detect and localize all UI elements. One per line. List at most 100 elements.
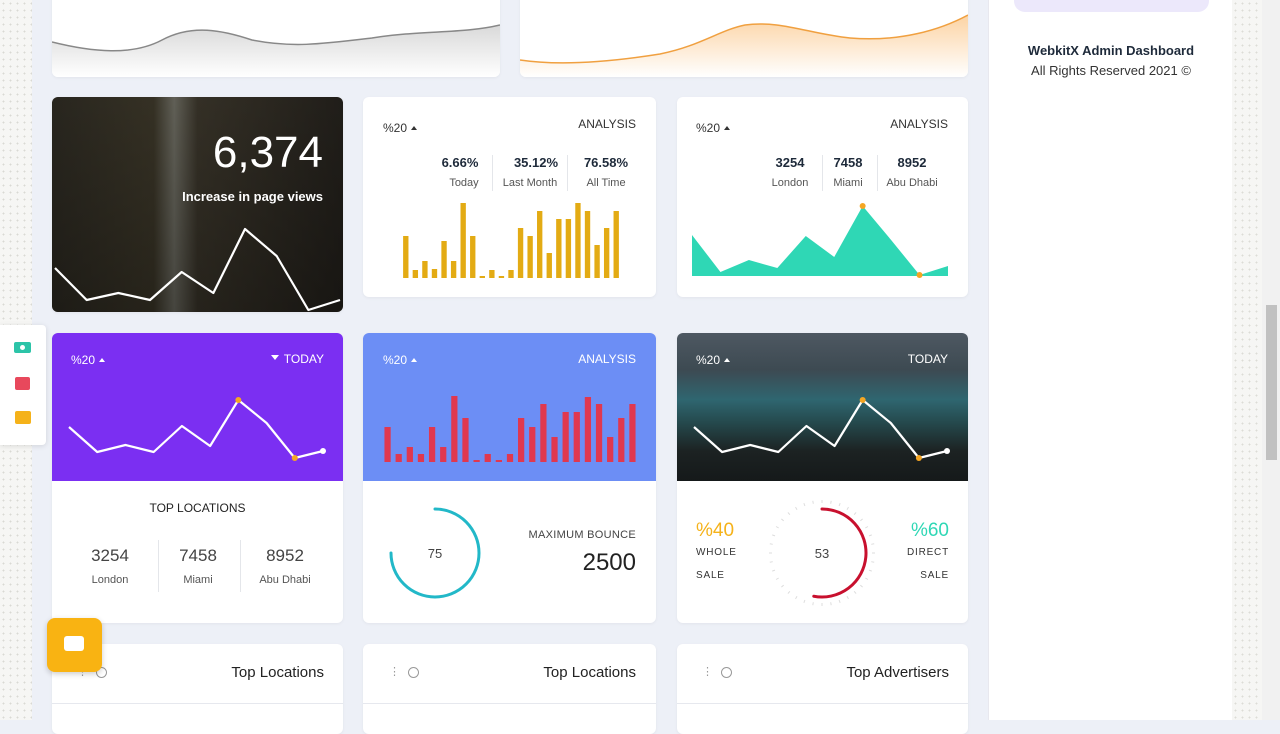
gauge-tick — [787, 512, 791, 516]
card-label: TODAY — [907, 352, 948, 366]
panel-toggle[interactable] — [96, 667, 107, 678]
bar — [618, 418, 625, 462]
panel-toggle[interactable] — [721, 667, 732, 678]
big-number: 6,374 — [212, 128, 323, 177]
line — [68, 398, 324, 460]
bar — [441, 241, 447, 278]
bar — [629, 404, 636, 462]
toolbar-icon[interactable] — [14, 342, 31, 353]
marker — [859, 203, 866, 209]
panel-title: Top Locations — [231, 664, 324, 681]
menu-dots[interactable]: ⋮ — [77, 666, 88, 678]
stat-label: Abu Dhabi — [259, 574, 311, 586]
gauge-tick — [781, 518, 785, 522]
panel: ⋮ Top Locations — [363, 644, 656, 734]
bar — [573, 412, 580, 462]
bar — [584, 211, 591, 278]
bar — [489, 270, 495, 278]
page-views-card: 6,374 Increase in page views — [52, 97, 343, 312]
gauge-tick — [871, 561, 875, 563]
gauge-tick — [830, 500, 832, 504]
sparkline — [54, 227, 341, 312]
menu-dots[interactable]: ⋮ — [702, 666, 713, 678]
bar — [484, 454, 491, 462]
bar — [384, 427, 391, 462]
panel-divider — [677, 703, 968, 704]
card-label: ANALYSIS — [890, 117, 948, 131]
bar — [518, 418, 525, 462]
gauge-arc — [812, 507, 868, 599]
locations-card: %20 TODAY TOP LOCATIONS 3254 London 7458… — [52, 333, 343, 623]
gauge-tick — [853, 512, 857, 516]
divider — [158, 540, 159, 592]
end-point — [320, 448, 326, 454]
marker — [916, 272, 923, 278]
stat-value: 6.66% — [441, 155, 479, 170]
gauge-tick — [795, 596, 798, 600]
bar — [451, 396, 458, 462]
toolbar-icon[interactable] — [15, 377, 30, 390]
bar — [529, 427, 536, 462]
stat-label: Today — [449, 177, 479, 189]
stat-value: 3254 — [91, 546, 129, 565]
scrollbar-thumb[interactable] — [1266, 305, 1277, 460]
stat-value: 8952 — [266, 546, 304, 565]
stat-value: 7458 — [833, 155, 863, 170]
brand: WebkitX Admin Dashboard — [1027, 43, 1195, 58]
chat-button[interactable] — [47, 618, 102, 672]
area-chart — [692, 203, 948, 278]
panel: ⋮ Top Advertisers — [677, 644, 968, 734]
menu-dots[interactable]: ⋮ — [389, 666, 400, 678]
bar — [417, 454, 425, 462]
line — [54, 227, 341, 312]
stat-value: 2500 — [582, 549, 636, 576]
gauge-tick — [812, 602, 814, 606]
bar — [527, 236, 533, 278]
analysis-card: %20 ANALYSIS 3254 London 7458 Miami 8952… — [677, 97, 968, 297]
panel-toggle[interactable] — [408, 667, 419, 678]
card-label: ANALYSIS — [578, 117, 636, 131]
end-point — [944, 448, 950, 454]
copyright: All Rights Reserved 2021 © — [1031, 63, 1191, 78]
divider — [240, 540, 241, 592]
badge: %20 — [383, 353, 417, 367]
right-line: DIRECT — [906, 547, 949, 558]
bar — [479, 276, 485, 278]
chat-icon — [64, 636, 84, 651]
bar — [395, 454, 402, 462]
badge: %20 — [696, 121, 730, 135]
gauge-tick — [868, 534, 872, 537]
stat-label: Last Month — [502, 177, 558, 189]
gauge-tick — [865, 526, 869, 529]
gauge-tick — [871, 543, 875, 545]
toolbar-icon[interactable] — [15, 411, 31, 424]
wave-card — [52, 0, 500, 77]
bar — [473, 460, 480, 462]
right-value: %60 — [910, 520, 949, 541]
bar — [546, 253, 552, 278]
area — [692, 206, 948, 276]
bar — [506, 454, 514, 462]
panel-title: Top Locations — [543, 664, 636, 681]
gauge-tick — [772, 569, 776, 572]
gauge-tick — [868, 569, 872, 572]
bar — [462, 418, 469, 462]
gauge-tick — [769, 543, 773, 545]
bar — [450, 261, 457, 278]
gauge-tick — [859, 584, 863, 588]
gauge-value: 53 — [814, 546, 830, 561]
divider — [822, 155, 823, 191]
gauge-tick — [865, 577, 869, 580]
wave — [52, 24, 500, 77]
section-title: TOP LOCATIONS — [149, 501, 246, 515]
scrollbar[interactable] — [1232, 0, 1280, 720]
gauge-tick — [772, 534, 776, 537]
gauge-tick — [775, 577, 779, 580]
marker — [915, 455, 922, 461]
panel-title: Top Advertisers — [846, 664, 949, 681]
bar — [498, 276, 505, 278]
bar-chart — [403, 203, 619, 278]
bar — [470, 236, 476, 278]
stat-label: All Time — [586, 177, 626, 189]
